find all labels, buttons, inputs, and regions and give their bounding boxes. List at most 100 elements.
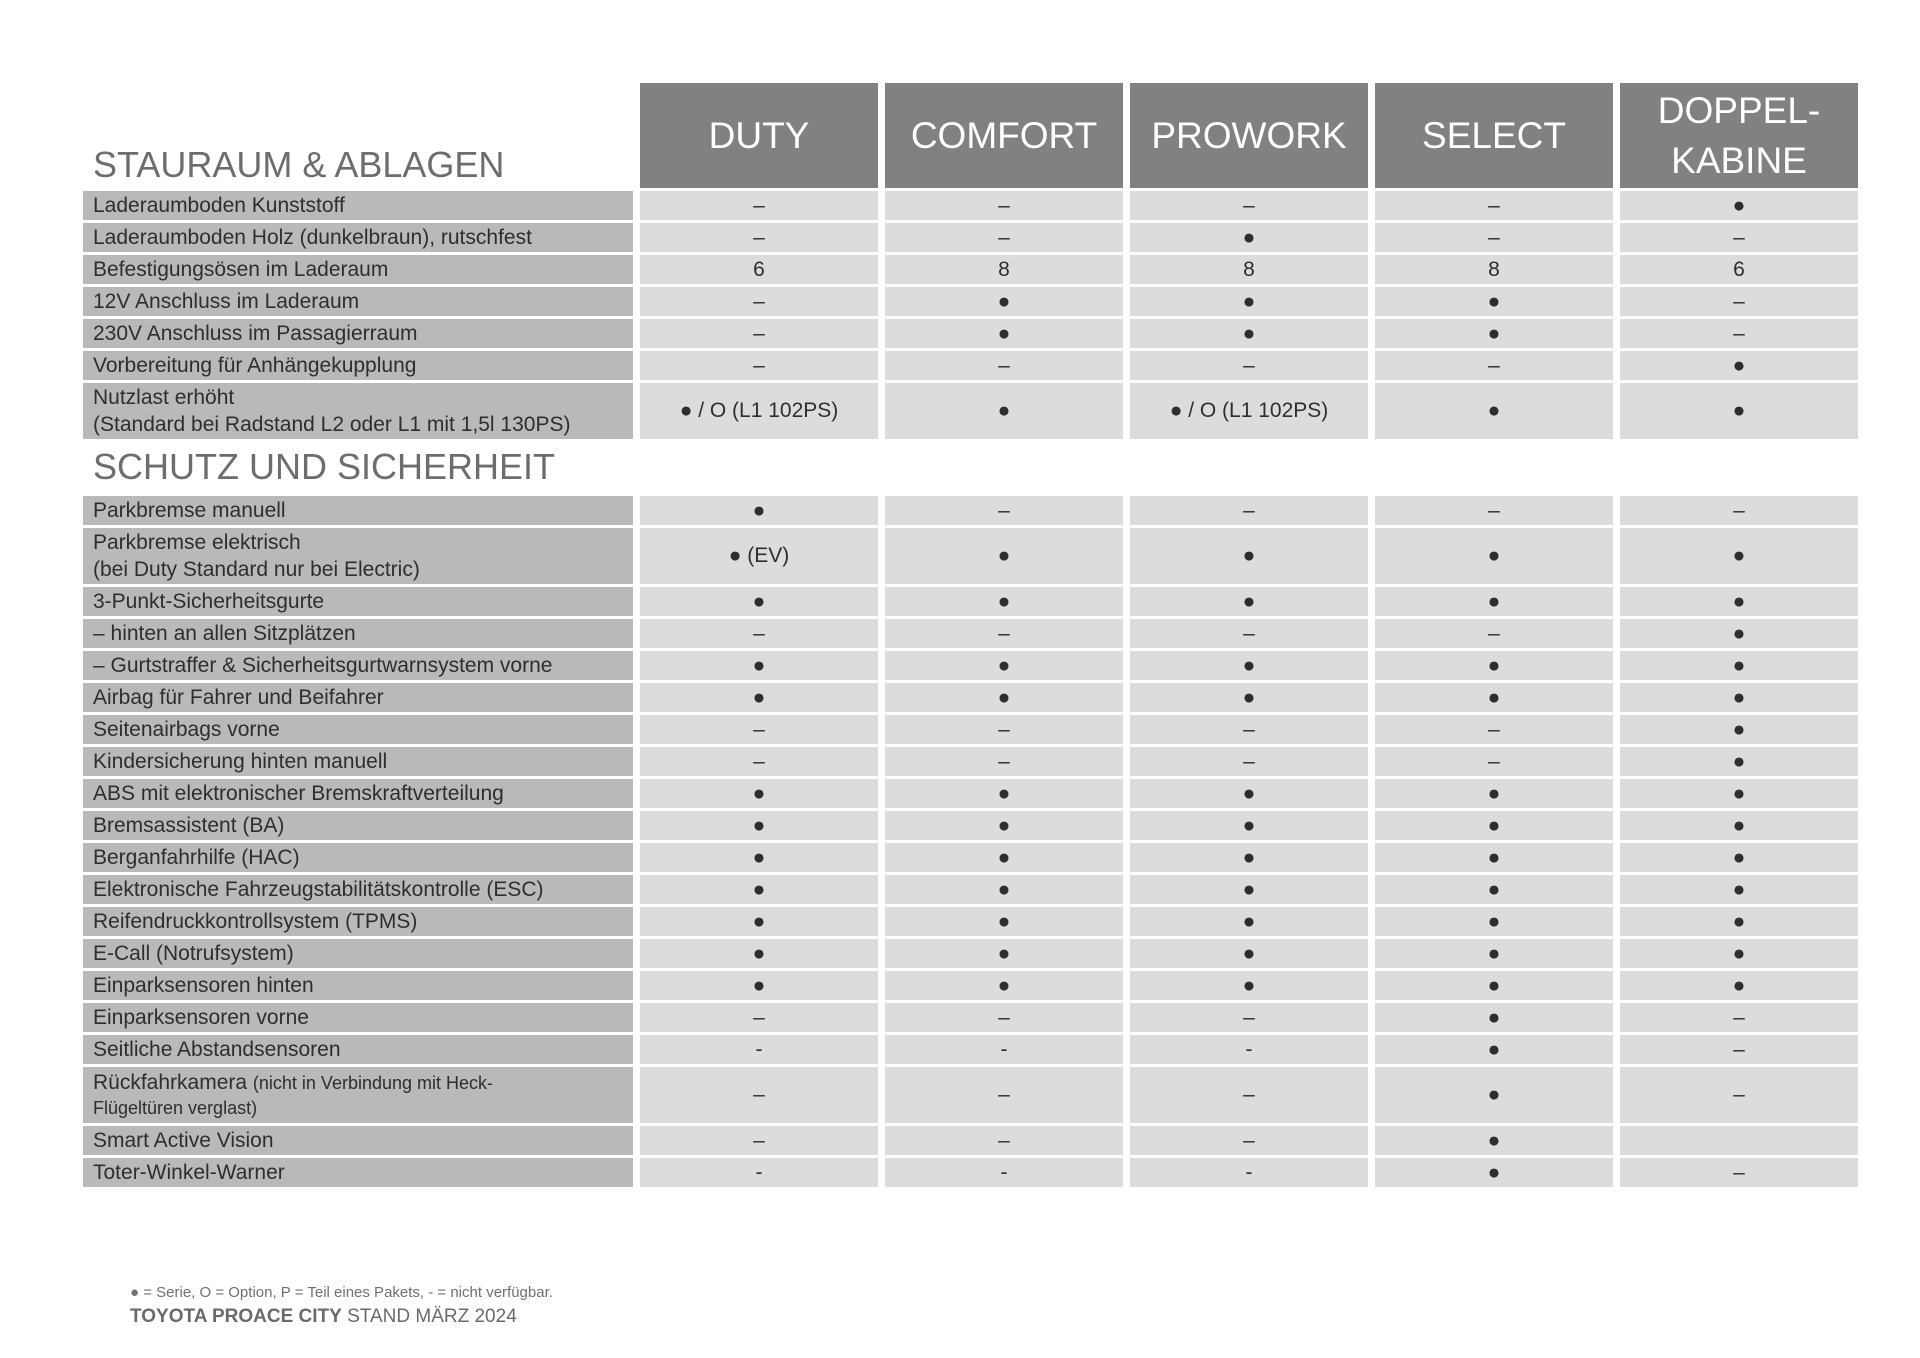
value-cell: – (885, 715, 1123, 744)
value-cell: ● (1620, 779, 1858, 808)
value-cell: ● (1620, 191, 1858, 220)
row-label: Laderaumboden Kunststoff (83, 191, 633, 220)
value-cell: ● (1620, 747, 1858, 776)
value-cell: – (1375, 351, 1613, 380)
column-header: PROWORK (1130, 83, 1368, 188)
table-row: Toter-Winkel-Warner - - - ● – (83, 1158, 1858, 1187)
table-row: Vorbereitung für Anhängekupplung – – – – ● (83, 351, 1858, 380)
value-cell: 6 (1620, 255, 1858, 284)
feature-name: – hinten an allen Sitzplätzen (93, 622, 356, 645)
feature-name: 3-Punkt-Sicherheitsgurte (93, 590, 325, 613)
value-cell: ● (640, 971, 878, 1000)
value-cell: – (1620, 1158, 1858, 1187)
value-cell: - (640, 1035, 878, 1064)
row-label: Kindersicherung hinten manuell (83, 747, 633, 776)
value-cell: ● (1620, 683, 1858, 712)
feature-name: Toter-Winkel-Warner (93, 1161, 285, 1184)
feature-name: Berganfahrhilfe (HAC) (93, 846, 300, 869)
value-cell: ● (885, 528, 1123, 584)
value-cell: ● (1620, 875, 1858, 904)
value-cell: ● (1375, 683, 1613, 712)
value-cell: ● (1620, 528, 1858, 584)
feature-name: Smart Active Vision (93, 1129, 274, 1152)
table-row: Seitenairbags vorne – – – – ● (83, 715, 1858, 744)
table-row: Elektronische Fahrzeugstabilitätskontrol… (83, 875, 1858, 904)
row-label: Seitenairbags vorne (83, 715, 633, 744)
value-cell: ● (640, 939, 878, 968)
feature-name: Nutzlast erhöht (93, 386, 235, 409)
row-label: Airbag für Fahrer und Beifahrer (83, 683, 633, 712)
value-cell: 6 (640, 255, 878, 284)
table-row: Rückfahrkamera (nicht in Verbindung mit … (83, 1067, 1858, 1123)
value-cell: ● (885, 843, 1123, 872)
column-header: DUTY (640, 83, 878, 188)
row-label: Smart Active Vision (83, 1126, 633, 1155)
value-cell: – (885, 619, 1123, 648)
row-label: Bremsassistent (BA) (83, 811, 633, 840)
value-cell: – (1130, 496, 1368, 525)
feature-name: 12V Anschluss im Laderaum (93, 290, 360, 313)
value-cell: ● (1375, 587, 1613, 616)
row-label: Befestigungsösen im Laderaum (83, 255, 633, 284)
value-cell: 8 (1130, 255, 1368, 284)
value-cell: ● (1375, 528, 1613, 584)
value-cell: ● (885, 383, 1123, 439)
feature-name: Seitenairbags vorne (93, 718, 280, 741)
value-cell: ● (640, 779, 878, 808)
table-row: Smart Active Vision – – – ● (83, 1126, 1858, 1155)
value-cell: ● (1130, 907, 1368, 936)
value-cell: – (1375, 223, 1613, 252)
row-label: 230V Anschluss im Passagierraum (83, 319, 633, 348)
value-cell: ● (1620, 619, 1858, 648)
feature-name: Laderaumboden Holz (dunkelbraun), rutsch… (93, 226, 532, 249)
table-row: Laderaumboden Holz (dunkelbraun), rutsch… (83, 223, 1858, 252)
feature-name: Parkbremse manuell (93, 499, 286, 522)
section-row: SCHUTZ UND SICHERHEIT (83, 442, 1858, 493)
table-row: Reifendruckkontrollsystem (TPMS) ● ● ● ● ● (83, 907, 1858, 936)
feature-name: Bremsassistent (BA) (93, 814, 285, 837)
row-label: – hinten an allen Sitzplätzen (83, 619, 633, 648)
value-cell: – (885, 191, 1123, 220)
value-cell: ● (1130, 843, 1368, 872)
value-cell: ● (885, 587, 1123, 616)
value-cell: – (1620, 223, 1858, 252)
value-cell: ● (1130, 287, 1368, 316)
value-cell: ● (1130, 875, 1368, 904)
value-cell: ● (640, 811, 878, 840)
feature-subtext: (Standard bei Radstand L2 oder L1 mit 1,… (93, 413, 571, 436)
value-cell: ● (1375, 319, 1613, 348)
value-cell: ● (1375, 971, 1613, 1000)
feature-name: 230V Anschluss im Passagierraum (93, 322, 418, 345)
value-cell: - (1130, 1158, 1368, 1187)
value-cell: ● (1130, 319, 1368, 348)
table-row: – Gurtstraffer & Sicherheitsgurtwarnsyst… (83, 651, 1858, 680)
table-row: Einparksensoren vorne – – – ● – (83, 1003, 1858, 1032)
row-label: Nutzlast erhöht (Standard bei Radstand L2… (83, 383, 633, 439)
value-cell: ● (885, 971, 1123, 1000)
value-cell: - (885, 1158, 1123, 1187)
value-cell: ● (885, 875, 1123, 904)
row-label: 12V Anschluss im Laderaum (83, 287, 633, 316)
value-cell: – (885, 1067, 1123, 1123)
value-cell: – (640, 715, 878, 744)
value-cell: – (885, 351, 1123, 380)
row-label: ABS mit elektronischer Bremskraftverteil… (83, 779, 633, 808)
column-header: COMFORT (885, 83, 1123, 188)
value-cell: ● (640, 843, 878, 872)
feature-name: Einparksensoren hinten (93, 974, 314, 997)
feature-name: Reifendruckkontrollsystem (TPMS) (93, 910, 418, 933)
column-header: SELECT (1375, 83, 1613, 188)
value-cell: – (1130, 1126, 1368, 1155)
feature-name: – Gurtstraffer & Sicherheitsgurtwarnsyst… (93, 654, 553, 677)
table-row: 12V Anschluss im Laderaum – ● ● ● – (83, 287, 1858, 316)
table-row: Nutzlast erhöht (Standard bei Radstand L2… (83, 383, 1858, 439)
value-cell: ● (1375, 1035, 1613, 1064)
value-cell: ● (1375, 651, 1613, 680)
value-cell: ● (1620, 939, 1858, 968)
value-cell: – (1620, 1035, 1858, 1064)
row-label: 3-Punkt-Sicherheitsgurte (83, 587, 633, 616)
value-cell: ● (640, 683, 878, 712)
value-cell: – (640, 619, 878, 648)
value-cell: – (640, 223, 878, 252)
value-cell: – (1620, 319, 1858, 348)
